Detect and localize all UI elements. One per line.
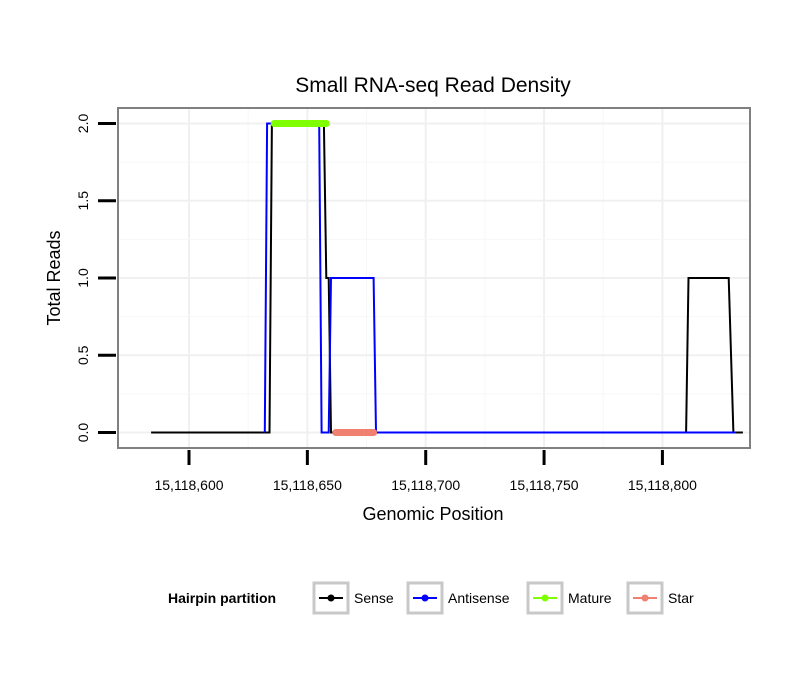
legend-title: Hairpin partition	[168, 590, 276, 606]
legend-point-mature	[541, 594, 549, 602]
legend-label-mature: Mature	[568, 590, 612, 606]
y-tick-label-2: 1.0	[75, 268, 91, 288]
x-tick-label-1: 15,118,650	[273, 477, 342, 493]
legend-label-sense: Sense	[354, 590, 394, 606]
series-layer	[151, 120, 743, 436]
legend-label-antisense: Antisense	[448, 590, 510, 606]
legend-label-star: Star	[668, 590, 694, 606]
legend-point-antisense	[421, 594, 429, 602]
x-tick-label-0: 15,118,600	[154, 477, 223, 493]
y-tick-label-0: 0.0	[75, 423, 91, 443]
x-axis-title: Genomic Position	[362, 504, 503, 524]
y-tick-label-3: 1.5	[75, 191, 91, 211]
plot-border	[117, 107, 751, 449]
y-axis: 0.0 0.5 1.0 1.5 2.0	[75, 114, 116, 443]
x-tick-label-4: 15,118,800	[628, 477, 697, 493]
x-axis: 15,118,600 15,118,650 15,118,700 15,118,750…	[154, 450, 697, 493]
y-axis-title: Total Reads	[44, 230, 64, 325]
y-tick-label-4: 2.0	[75, 114, 91, 134]
y-tick-label-1: 0.5	[75, 345, 91, 365]
x-tick-label-3: 15,118,750	[510, 477, 579, 493]
chart-title: Small RNA-seq Read Density	[295, 74, 571, 97]
legend-point-sense	[327, 594, 335, 602]
x-tick-label-2: 15,118,700	[391, 477, 460, 493]
legend-point-star	[641, 594, 649, 602]
legend: Hairpin partition Sense Antisense Mature St…	[168, 581, 694, 615]
